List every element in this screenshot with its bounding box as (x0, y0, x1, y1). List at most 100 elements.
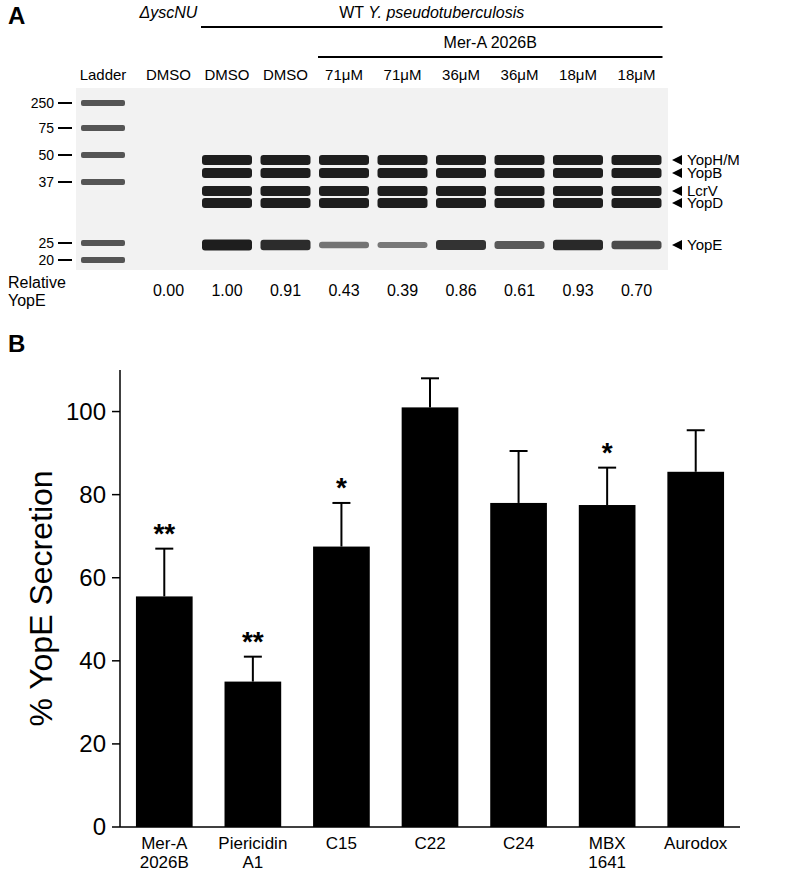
y-tick-label: 60 (79, 564, 106, 591)
marker-tick (58, 242, 72, 244)
relative-label-part: YopE (8, 292, 46, 309)
relative-value: 1.00 (211, 282, 242, 299)
significance: * (336, 472, 347, 503)
marker-label: 37 (38, 174, 54, 190)
gel-band (319, 168, 369, 178)
error-stem (695, 430, 697, 472)
gel-band (378, 168, 428, 178)
error-stem (340, 503, 342, 547)
yope-band (202, 240, 252, 251)
error-stem (163, 549, 165, 597)
gel-band (319, 198, 369, 208)
relative-value: 0.61 (504, 282, 535, 299)
gel-band (261, 168, 311, 178)
panel-label: A (8, 2, 25, 29)
significance: ** (153, 518, 175, 549)
lane-label: 18μM (559, 66, 597, 83)
bar (136, 596, 193, 827)
bar (490, 503, 547, 827)
band-label: YopB (687, 164, 722, 181)
error-stem (429, 378, 431, 407)
band-arrow (672, 198, 682, 208)
ladder-band (81, 125, 125, 131)
y-tick-label: 20 (79, 730, 106, 757)
lane-header: Mer-A 2026B (444, 34, 537, 51)
gel-band (202, 198, 252, 208)
y-tick-label: 100 (66, 398, 106, 425)
marker-tick (58, 127, 72, 129)
lane-label: 71μM (325, 66, 363, 83)
x-tick-label: C24 (503, 834, 534, 853)
yope-band (261, 240, 311, 250)
x-tick-label-part: Mer-A (141, 834, 188, 853)
header-part: Y. pseudotuberculosis (368, 4, 524, 21)
error-bar (155, 549, 173, 597)
error-bar (332, 503, 350, 547)
marker-label: 20 (38, 252, 54, 268)
yope-band (436, 240, 486, 250)
gel-band (436, 168, 486, 178)
y-tick (112, 826, 120, 828)
x-tick-label-part: MBX (589, 834, 626, 853)
lane-label: 71μM (384, 66, 422, 83)
gel-band (261, 186, 311, 196)
relative-label: RelativeYopE (8, 274, 66, 309)
y-tick (112, 411, 120, 413)
marker-tick (58, 102, 72, 104)
x-tick-label-part: C22 (414, 834, 445, 853)
band-label: YopE (687, 236, 722, 253)
bar (402, 407, 459, 827)
bar (667, 472, 724, 827)
ladder-band (81, 240, 125, 246)
error-stem (252, 657, 254, 682)
yope-band (553, 240, 603, 250)
y-tick-label: 80 (79, 481, 106, 508)
header-line (318, 56, 663, 58)
gel-band (553, 155, 603, 165)
y-axis (119, 370, 121, 827)
gel (76, 88, 668, 270)
gel-band (495, 155, 545, 165)
relative-value: 0.00 (153, 282, 184, 299)
gel-band (612, 186, 662, 196)
error-bar (510, 451, 528, 503)
header-part: WT (339, 4, 368, 21)
plot-area (136, 378, 724, 827)
bar (579, 505, 636, 827)
yope-band (319, 242, 369, 248)
marker-tick (58, 181, 72, 183)
gel-band (378, 198, 428, 208)
ladder-band (81, 179, 125, 185)
error-bar (421, 378, 439, 407)
x-tick-label-part: 1641 (588, 853, 626, 872)
y-tick-label: 40 (79, 647, 106, 674)
figure: AΔyscNUWT Y. pseudotuberculosisMer-A 202… (0, 0, 800, 876)
x-axis (120, 826, 740, 828)
marker-tick (58, 154, 72, 156)
gel-band (319, 186, 369, 196)
x-tick-label: C22 (414, 834, 445, 853)
marker-tick (58, 259, 72, 261)
lane-label: DMSO (146, 66, 191, 83)
gel-band (261, 198, 311, 208)
gel-band (553, 168, 603, 178)
gel-band (553, 198, 603, 208)
bar (225, 682, 282, 827)
gel-band (261, 155, 311, 165)
y-axis-label: % YopE Secretion (23, 470, 59, 726)
x-tick-label-part: Aurodox (664, 834, 728, 853)
marker-label: 25 (38, 235, 54, 251)
error-stem (606, 468, 608, 505)
gel-band (612, 155, 662, 165)
gel-band (319, 155, 369, 165)
lane-label: DMSO (205, 66, 250, 83)
y-tick (112, 660, 120, 662)
marker-label: 75 (38, 120, 54, 136)
x-tick-label: C15 (326, 834, 357, 853)
ladder-band (81, 152, 125, 158)
marker-label: 250 (31, 95, 55, 111)
x-tick-label-part: C24 (503, 834, 534, 853)
lane-label: DMSO (263, 66, 308, 83)
gel-band (378, 155, 428, 165)
band-arrow (672, 240, 682, 250)
